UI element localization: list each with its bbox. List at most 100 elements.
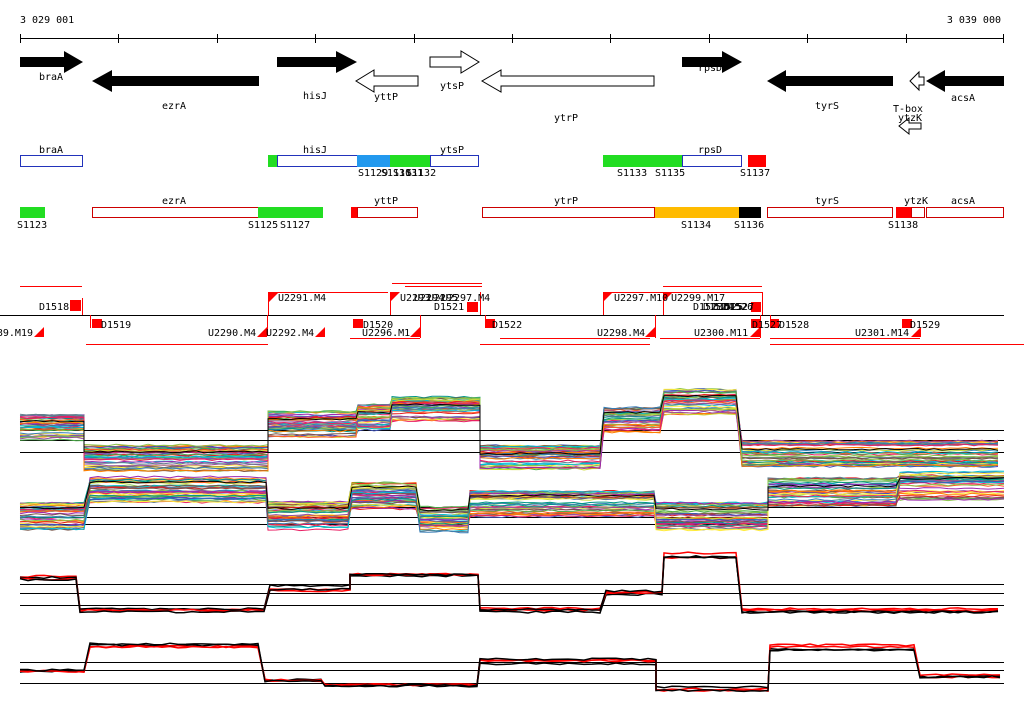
feature-triangle[interactable] [663,292,673,302]
expression-trace [19,410,999,461]
segment-label: ytzK [904,196,928,207]
segment-tyrS[interactable] [767,207,893,218]
segment-label: rpsD [698,145,722,156]
feature-label: U2296.M1 [362,328,410,339]
marker-red[interactable] [896,207,911,218]
feature-label: D1524 [703,302,733,313]
feature-box[interactable] [467,302,478,312]
marker-label: S1132 [406,168,436,179]
marker-green[interactable] [258,207,323,218]
gene-acsA[interactable]: acsA [926,70,1004,104]
marker-red[interactable] [351,207,357,218]
marker-label: S1135 [655,168,685,179]
marker-red[interactable] [748,155,766,167]
marker-label: S1138 [888,220,918,231]
feature-triangle[interactable] [269,292,279,302]
feature-label: U2295 [428,293,458,304]
feature-label: D1520 [363,320,393,331]
gene-hisJ[interactable]: hisJ [277,51,357,102]
segment-label: hisJ [303,145,327,156]
feature-triangle[interactable] [257,327,267,337]
feature-box[interactable] [902,319,912,328]
segment-rpsD[interactable] [682,155,742,167]
feature-box[interactable] [70,300,81,311]
gene-T-box[interactable]: T-box [893,70,925,115]
segment-ezrA[interactable] [92,207,259,218]
feature-triangle[interactable] [315,327,325,337]
expression-trace [19,643,1001,689]
gene-ytsP[interactable]: ytsP [429,50,480,92]
gene-yttP[interactable]: yttP [355,69,419,103]
gene-ezrA[interactable]: ezrA [92,70,259,112]
feature-label: U2299.M17 [671,293,725,304]
segment-label: ezrA [162,196,186,207]
marker-green[interactable] [603,155,682,167]
feature-label: U2297.M10 [614,293,668,304]
gene-label: braA [39,72,63,83]
feature-label: D1528 [779,320,809,331]
segment-braA[interactable] [20,155,83,167]
feature-triangle[interactable] [390,292,400,302]
marker-label: S1129 [358,168,388,179]
feature-triangle[interactable] [34,327,44,337]
gene-label: rpsD [698,63,722,74]
feature-box[interactable] [751,319,761,328]
feature-box[interactable] [771,319,779,328]
segment-hisJ[interactable] [277,155,358,167]
coord-start: 3 029 001 [20,15,74,26]
expression-trace [19,477,1005,526]
gene-rpsD[interactable]: rpsD [682,51,742,74]
segment-acsA[interactable] [926,207,1004,218]
gene-label: yttP [374,92,398,103]
feature-label: U2301.M14 [855,328,909,339]
expression-trace [19,643,1001,692]
gene-braA[interactable]: braA [20,51,83,83]
gene-tyrS[interactable]: tyrS [767,70,893,112]
marker-label: S1137 [740,168,770,179]
feature-box[interactable] [92,319,102,328]
feature-label: D1527 [752,320,782,331]
segment-ytsP[interactable] [430,155,479,167]
segment-track-lower: S1123 ezrA S1125 S1127 yttP ytrP S1134 S… [17,196,1004,231]
feature-triangle[interactable] [645,327,655,337]
expression-trace [19,555,999,614]
feature-triangle[interactable] [750,327,760,337]
feature-triangle[interactable] [911,327,921,337]
marker-orange[interactable] [655,207,739,218]
feature-label: U2298.M4 [597,328,645,339]
marker-green[interactable] [268,155,277,167]
expression-panel-2 [19,470,1005,534]
feature-label: D1518 [39,302,69,313]
marker-green[interactable] [390,155,430,167]
gene-label: acsA [951,93,975,104]
expression-trace [19,399,999,470]
feature-box[interactable] [353,319,363,328]
feature-label: U2293 [400,293,430,304]
segment-ytzK[interactable] [911,207,925,218]
marker-green[interactable] [20,207,45,218]
expression-trace [19,398,998,473]
expression-trace [19,475,1005,523]
gene-ytzK[interactable]: ytzK [898,113,922,136]
expression-trace [19,472,1005,532]
expression-trace [19,490,1005,521]
ruler [20,34,1004,43]
gene-label: T-box [893,104,923,115]
segment-ytrP[interactable] [482,207,655,218]
segment-yttP[interactable] [357,207,418,218]
gene-ytrP[interactable]: ytrP [481,69,655,124]
feature-triangle[interactable] [603,292,613,302]
feature-label: U2290.M4 [208,328,256,339]
marker-black[interactable] [739,207,761,218]
feature-label: D1525 [713,302,743,313]
segment-label: yttP [374,196,398,207]
segment-track-upper: braA hisJ ytsP rpsD S1129 S1130 S1131 S1… [20,145,770,179]
feature-triangle[interactable] [410,327,420,337]
gene-label: tyrS [815,101,839,112]
feature-label: U2292.M4 [266,328,314,339]
feature-box[interactable] [751,302,761,312]
segment-label: tyrS [815,196,839,207]
marker-blue[interactable] [357,155,390,167]
feature-box[interactable] [485,319,495,328]
